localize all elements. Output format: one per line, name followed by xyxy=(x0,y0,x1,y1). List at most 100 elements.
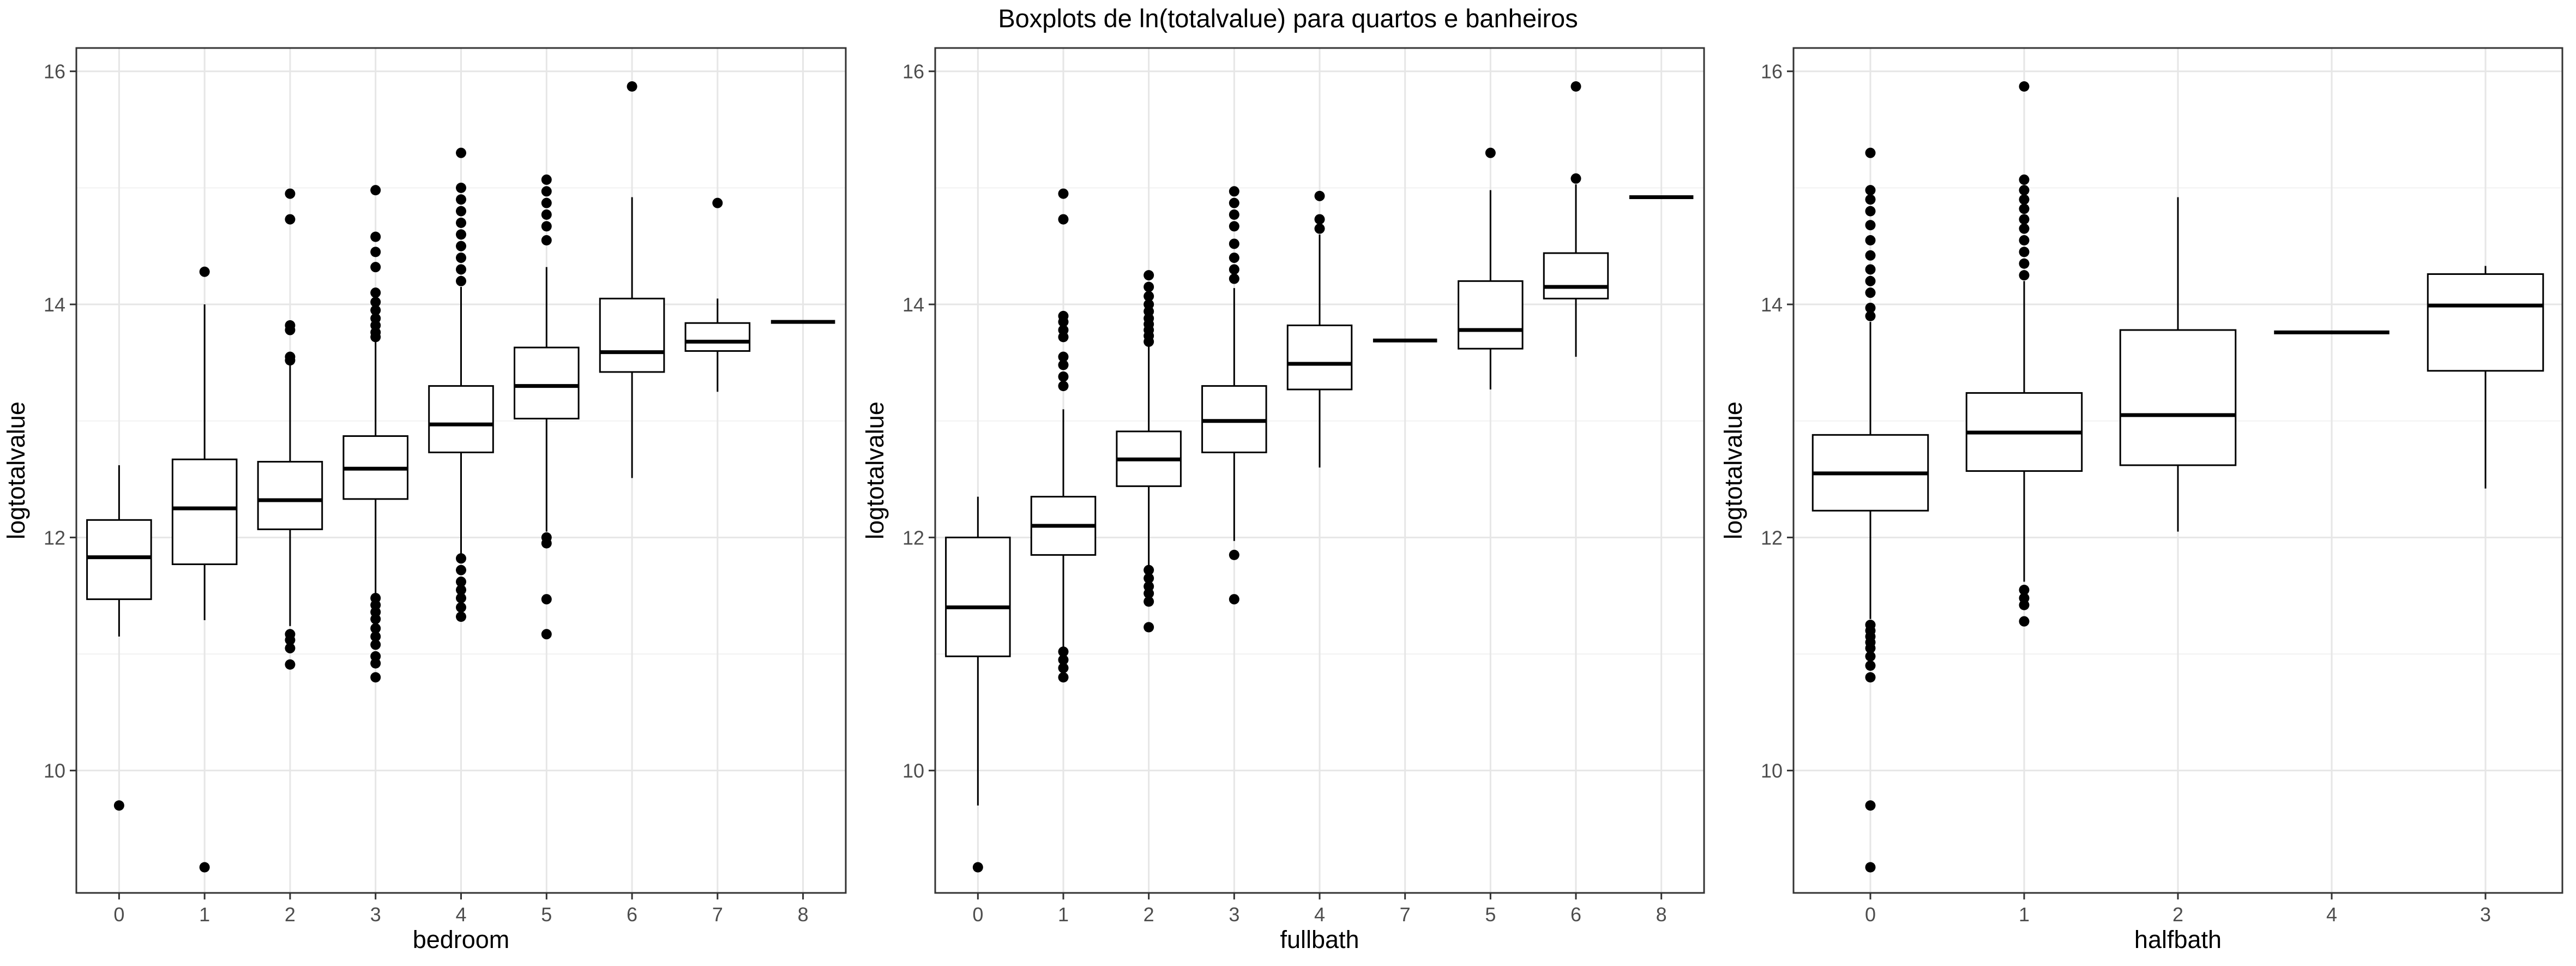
panel-2-outlier-point xyxy=(1143,336,1154,347)
panel-2-outlier-point xyxy=(1058,663,1069,674)
panel-2-outlier-point xyxy=(1058,381,1069,392)
panel-1-outlier-point xyxy=(456,194,466,205)
panel-3-outlier-point xyxy=(1865,194,1876,205)
panel-3-outlier-point xyxy=(1865,287,1876,298)
panel-2-outlier-point xyxy=(1058,359,1069,370)
panel-1-outlier-point xyxy=(456,206,466,217)
panel-1-outlier-point xyxy=(456,602,466,613)
panel-2-outlier-point xyxy=(1058,188,1069,199)
panel-1-x-tick-label: 7 xyxy=(712,903,723,926)
panel-2-outlier-point xyxy=(1229,253,1239,263)
panel-1-x-tick-label: 5 xyxy=(541,903,552,926)
panel-3-outlier-point xyxy=(2019,81,2030,92)
panel-1-outlier-point xyxy=(456,147,466,158)
panel-2-outlier-point xyxy=(1570,81,1581,92)
panel-3-x-tick-label: 0 xyxy=(1865,903,1876,926)
panel-3-outlier-point xyxy=(1865,862,1876,873)
panel-2-box xyxy=(1286,324,1353,391)
panel-3-outlier-point xyxy=(1865,275,1876,286)
panel-2-outlier-point xyxy=(1143,596,1154,607)
panel-1-x-tick-label: 2 xyxy=(285,903,296,926)
panel-3-outlier-point xyxy=(2019,247,2030,257)
panel-2-box xyxy=(945,536,1011,657)
panel-2-x-tick-label: 1 xyxy=(1058,903,1069,926)
panel-1-outlier-point xyxy=(370,247,381,257)
panel-1-box xyxy=(513,346,580,419)
panel-2-x-tick-label: 4 xyxy=(1314,903,1325,926)
panel-3-outlier-point xyxy=(1865,264,1876,275)
panel-1-outlier-point xyxy=(541,235,552,246)
panel-1-outlier-point xyxy=(456,241,466,251)
panel-1-x-tick-label: 6 xyxy=(627,903,637,926)
panel-3-outlier-point xyxy=(2019,599,2030,610)
panel-3-outlier-point xyxy=(2019,584,2030,595)
panel-2-outlier-point xyxy=(972,862,983,873)
panel-1-outlier-point xyxy=(456,275,466,286)
panel-1-box xyxy=(171,458,238,565)
panel-1-outlier-point xyxy=(370,332,381,343)
panel-2-x-tick-label: 5 xyxy=(1485,903,1496,926)
panel-2-outlier-point xyxy=(1143,281,1154,292)
panel-2-outlier-point xyxy=(1058,646,1069,657)
panel-1-outlier-point xyxy=(370,623,381,634)
panel-3-outlier-point xyxy=(1865,147,1876,158)
panel-3-outlier-point xyxy=(2019,185,2030,196)
panel-1-x-tick-label: 3 xyxy=(370,903,381,926)
panel-3-y-axis-title: logtotalvalue xyxy=(1719,401,1747,539)
panel-3-box xyxy=(2119,329,2237,466)
panel-1-outlier-point xyxy=(456,553,466,564)
panel-1-box xyxy=(599,297,665,373)
panel-3-x-tick-label: 4 xyxy=(2326,903,2337,926)
panel-2-outlier-point xyxy=(1570,173,1581,184)
figure-title: Boxplots de ln(totalvalue) para quartos … xyxy=(998,4,1578,33)
panel-1-outlier-point xyxy=(370,614,381,625)
panel-1-outlier-point xyxy=(541,594,552,605)
panel-3-outlier-point xyxy=(1865,206,1876,217)
panel-1-outlier-point xyxy=(456,264,466,275)
panel-1-outlier-point xyxy=(456,611,466,622)
panel-3-y-tick-label: 10 xyxy=(1761,760,1783,782)
panel-1-outlier-point xyxy=(285,325,296,335)
panel-1-outlier-point xyxy=(456,565,466,575)
panel-3-outlier-point xyxy=(1865,660,1876,671)
panel-1-outlier-point xyxy=(456,253,466,263)
panel-2-x-axis-title: fullbath xyxy=(1280,926,1359,953)
panel-2-outlier-point xyxy=(1314,214,1325,225)
panel-2-outlier-point xyxy=(1229,264,1239,275)
panel-2-outlier-point xyxy=(1143,565,1154,575)
panel-3-x-tick-label: 3 xyxy=(2480,903,2491,926)
panel-2-x-tick-label: 7 xyxy=(1400,903,1411,926)
panel-2-outlier-point xyxy=(1229,238,1239,249)
panel-2-x-tick-label: 6 xyxy=(1570,903,1581,926)
panel-2-x-tick-label: 3 xyxy=(1229,903,1239,926)
panel-2-outlier-point xyxy=(1485,147,1496,158)
panel-1-y-tick-label: 10 xyxy=(44,760,65,782)
panel-3-box xyxy=(2427,273,2544,372)
panel-2-outlier-point xyxy=(1229,594,1239,605)
panel-1-outlier-point xyxy=(456,229,466,240)
panel-1-outlier-point xyxy=(370,631,381,642)
panel-3-outlier-point xyxy=(2019,223,2030,234)
panel-1-y-axis-title: logtotalvalue xyxy=(2,401,30,539)
panel-1-y-tick-label: 12 xyxy=(44,526,65,549)
panel-3-y-tick-label: 14 xyxy=(1761,293,1783,316)
panel-1-outlier-point xyxy=(541,186,552,197)
panel-1-x-tick-label: 8 xyxy=(798,903,809,926)
panel-1-outlier-point xyxy=(370,297,381,308)
panel-3-outlier-point xyxy=(2019,258,2030,269)
panel-1-outlier-point xyxy=(541,629,552,640)
panel-1-outlier-point xyxy=(712,197,723,208)
panel-2-outlier-point xyxy=(1314,223,1325,234)
panel-2-box xyxy=(1458,280,1524,350)
panel-1-outlier-point xyxy=(370,231,381,242)
panel-1-outlier-point xyxy=(285,659,296,670)
panel-3-outlier-point xyxy=(1865,651,1876,662)
panel-2-outlier-point xyxy=(1058,672,1069,683)
panel-1-box xyxy=(684,322,751,352)
panel-3-outlier-point xyxy=(1865,643,1876,653)
panel-2-y-tick-label: 14 xyxy=(902,293,924,316)
panel-2-y-axis-title: logtotalvalue xyxy=(861,401,889,539)
panel-1-outlier-point xyxy=(370,658,381,669)
panel-2-x-tick-label: 2 xyxy=(1143,903,1154,926)
panel-2-outlier-point xyxy=(1229,221,1239,232)
